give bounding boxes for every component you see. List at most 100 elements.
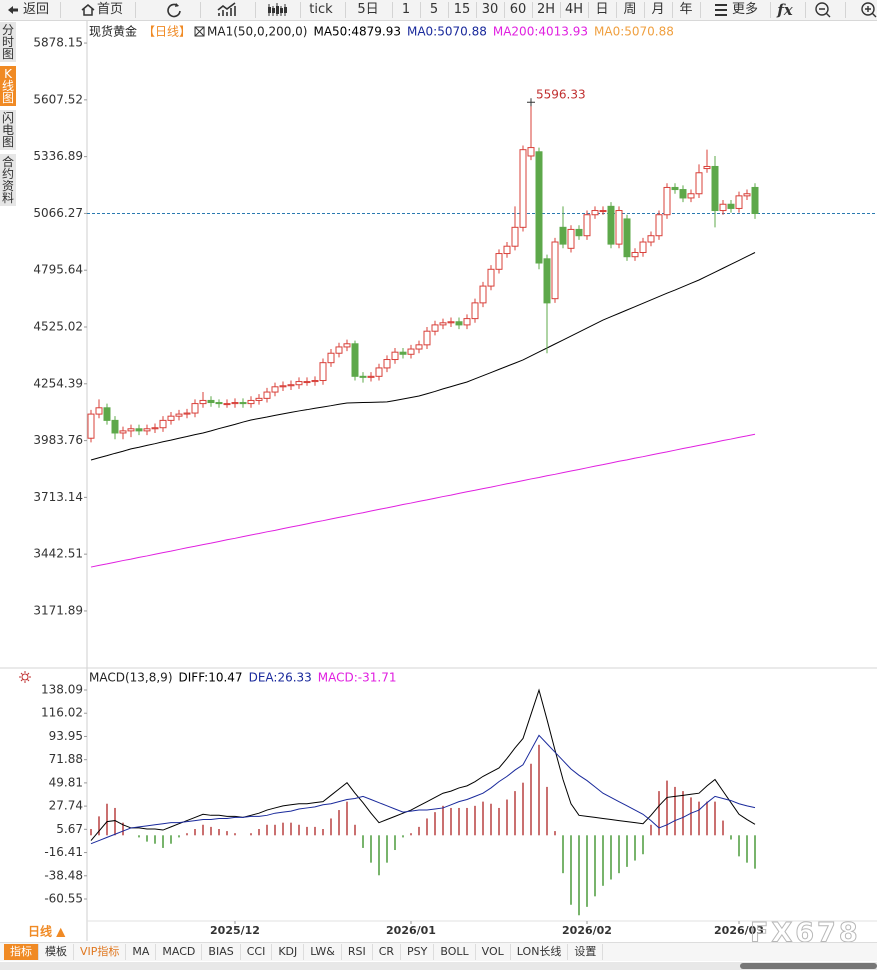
refresh-icon[interactable]: [167, 3, 181, 18]
candle-body: [167, 415, 175, 421]
indicator-tab[interactable]: LON长线: [511, 944, 569, 960]
zoom-in-icon[interactable]: [861, 2, 875, 16]
candle-body: [567, 228, 575, 249]
ma-line: [90, 252, 756, 461]
candle-icon-bodies: [268, 6, 287, 14]
candle-body: [111, 419, 119, 434]
indicator-tab[interactable]: 模板: [39, 944, 74, 960]
side-tab[interactable]: 合约资料: [0, 154, 16, 206]
candle-body: [207, 399, 215, 404]
macd-line: [90, 688, 756, 841]
legend-entry: MACD:-31.71: [318, 671, 397, 685]
candle-body: [559, 226, 567, 245]
indicator-tab[interactable]: LW&: [304, 944, 342, 960]
indicator-tab[interactable]: PSY: [401, 944, 435, 960]
toolbar-separator: [616, 2, 617, 18]
scrollbar[interactable]: [0, 962, 877, 970]
toolbar-button[interactable]: 15: [453, 2, 471, 17]
candle-body: [127, 428, 135, 432]
toolbar: 返回 首页 tick 5日 1 5 15 30 60 2H 4H 日周月年更多 fx: [0, 0, 877, 21]
indicator-tab[interactable]: KDJ: [272, 944, 305, 960]
indicator-tab[interactable]: BOLL: [434, 944, 476, 960]
candle-body: [487, 268, 495, 287]
candle-body: [407, 348, 415, 355]
indicator-tab[interactable]: CCI: [241, 944, 273, 960]
indicator-icon-part: [194, 26, 205, 37]
toolbar-button[interactable]: 年: [679, 2, 693, 17]
candle-body: [703, 165, 711, 170]
toolbar-separator: [448, 2, 449, 18]
period-button[interactable]: 日线 ▲: [28, 924, 66, 939]
candle-body: [679, 189, 687, 199]
candle-body: [439, 322, 447, 326]
candle-body: [359, 375, 367, 378]
candle-body: [655, 214, 663, 237]
indicator-tab[interactable]: 设置: [568, 944, 604, 960]
x-tick-label: 2026/02: [562, 924, 612, 937]
toolbar-button[interactable]: tick: [309, 2, 333, 17]
chart-icon[interactable]: [217, 2, 236, 16]
y-tick-label: 3713.14: [33, 490, 83, 504]
y-tick-label: 3442.51: [33, 547, 83, 561]
candle-body: [183, 412, 191, 415]
candle-body: [711, 165, 719, 212]
toolbar-separator: [255, 2, 256, 18]
y-tick-label: -38.48: [44, 868, 83, 882]
toolbar-button[interactable]: 30: [481, 2, 499, 17]
scrollbar-thumb[interactable]: [740, 963, 877, 969]
candle-body: [511, 226, 519, 247]
indicator-label: MA1(50,0,200,0): [207, 25, 307, 39]
toolbar-button[interactable]: 周: [623, 2, 637, 17]
indicator-tab[interactable]: VIP指标: [74, 944, 127, 960]
toolbar-button[interactable]: 日: [595, 2, 609, 17]
y-tick-label: 93.95: [49, 729, 83, 743]
toolbar-button[interactable]: 4H: [564, 2, 584, 17]
candle-body: [247, 399, 255, 405]
y-tick-label: 5066.27: [33, 206, 83, 220]
macd-settings-icon[interactable]: [19, 671, 31, 683]
toolbar-button[interactable]: 5: [429, 2, 439, 17]
side-tabs: 分时图 K线图闪电图合约资料: [0, 22, 16, 210]
back-icon[interactable]: [8, 6, 18, 14]
zoom-out-icon[interactable]: [815, 2, 829, 16]
toolbar-separator: [504, 2, 505, 18]
zoom-out-icon-part: [819, 8, 831, 18]
candle-body: [495, 253, 503, 270]
toolbar-button[interactable]: 更多: [731, 2, 759, 17]
candle-body: [431, 324, 439, 332]
toolbar-button[interactable]: 1: [401, 2, 411, 17]
candle-body: [319, 362, 327, 382]
indicator-tab[interactable]: BIAS: [202, 944, 241, 960]
toolbar-button[interactable]: 返回: [22, 2, 50, 17]
y-tick-label: 3983.76: [33, 433, 83, 447]
y-tick-label: 49.81: [49, 775, 83, 789]
home-icon[interactable]: [81, 4, 95, 16]
toolbar-button[interactable]: 60: [509, 2, 527, 17]
indicator-tab[interactable]: MACD: [156, 944, 203, 960]
icon-part: [21, 673, 29, 681]
y-tick-label: 4795.64: [33, 263, 83, 277]
toolbar-button[interactable]: 月: [651, 2, 665, 17]
candle-body: [103, 407, 111, 421]
candle-body: [735, 195, 743, 209]
toolbar-button[interactable]: fx: [777, 1, 793, 19]
toolbar-separator: [672, 2, 673, 18]
candle-body: [455, 321, 463, 326]
side-tab[interactable]: K线图: [0, 66, 16, 106]
candle-body: [215, 402, 223, 405]
indicator-tab[interactable]: MA: [126, 944, 157, 960]
side-tab[interactable]: 分时图: [0, 22, 16, 62]
indicator-tab[interactable]: VOL: [476, 944, 511, 960]
indicator-tab[interactable]: CR: [373, 944, 402, 960]
toolbar-button[interactable]: 2H: [536, 2, 556, 17]
candle-body: [535, 151, 543, 264]
toolbar-button[interactable]: 5日: [357, 2, 379, 17]
icon-part: [19, 671, 31, 683]
side-tab[interactable]: 闪电图: [0, 110, 16, 150]
candle-body: [303, 381, 311, 384]
indicator-tab[interactable]: 指标: [4, 944, 39, 960]
toolbar-button[interactable]: 首页: [96, 2, 124, 17]
indicator-tab[interactable]: RSI: [342, 944, 373, 960]
candle-body: [695, 172, 703, 195]
